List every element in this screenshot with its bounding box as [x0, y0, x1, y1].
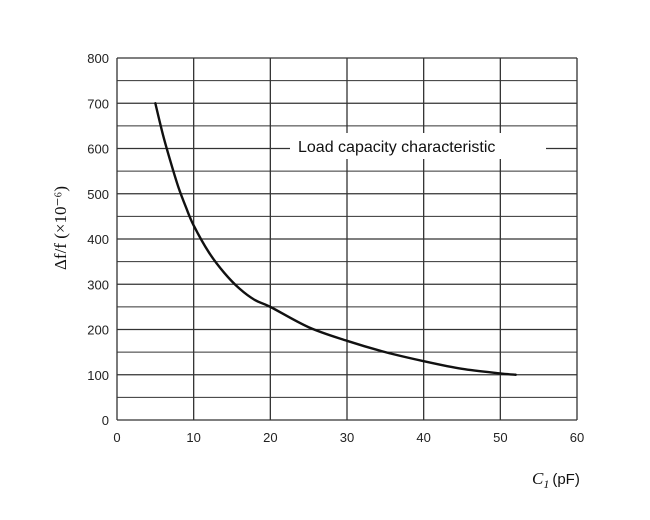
x-tick-label: 40	[416, 430, 430, 445]
y-tick-label: 0	[102, 413, 109, 428]
x-tick-label: 0	[113, 430, 120, 445]
x-tick-label: 20	[263, 430, 277, 445]
x-axis-label-unit: (pF)	[552, 471, 580, 488]
y-tick-label: 300	[87, 277, 109, 292]
annotation-label: Load capacity characteristic	[298, 139, 495, 156]
y-tick-label: 400	[87, 232, 109, 247]
x-tick-label: 50	[493, 430, 507, 445]
x-axis-label-symbol: C	[532, 469, 544, 488]
annotation-background	[290, 133, 546, 159]
grid	[116, 57, 578, 421]
y-tick-label: 600	[87, 142, 109, 157]
series-layer	[154, 102, 517, 376]
x-axis-label: C1 (pF)	[532, 469, 580, 491]
x-tick-label: 30	[340, 430, 354, 445]
y-tick-label: 500	[87, 187, 109, 202]
y-tick-label: 700	[87, 96, 109, 111]
y-axis-label: Δf/f (×10⁻⁶)	[51, 186, 70, 270]
y-tick-label: 200	[87, 323, 109, 338]
series-line-0	[154, 102, 517, 376]
y-tick-label: 100	[87, 368, 109, 383]
x-tick-label: 10	[186, 430, 200, 445]
x-axis-label-subscript: 1	[543, 477, 549, 491]
y-tick-label: 800	[87, 51, 109, 66]
y-axis-ticks: 0 100 200 300 400 500 600 700 800	[87, 51, 109, 428]
x-tick-label: 60	[570, 430, 584, 445]
x-axis-ticks: 0 10 20 30 40 50 60	[113, 430, 584, 445]
